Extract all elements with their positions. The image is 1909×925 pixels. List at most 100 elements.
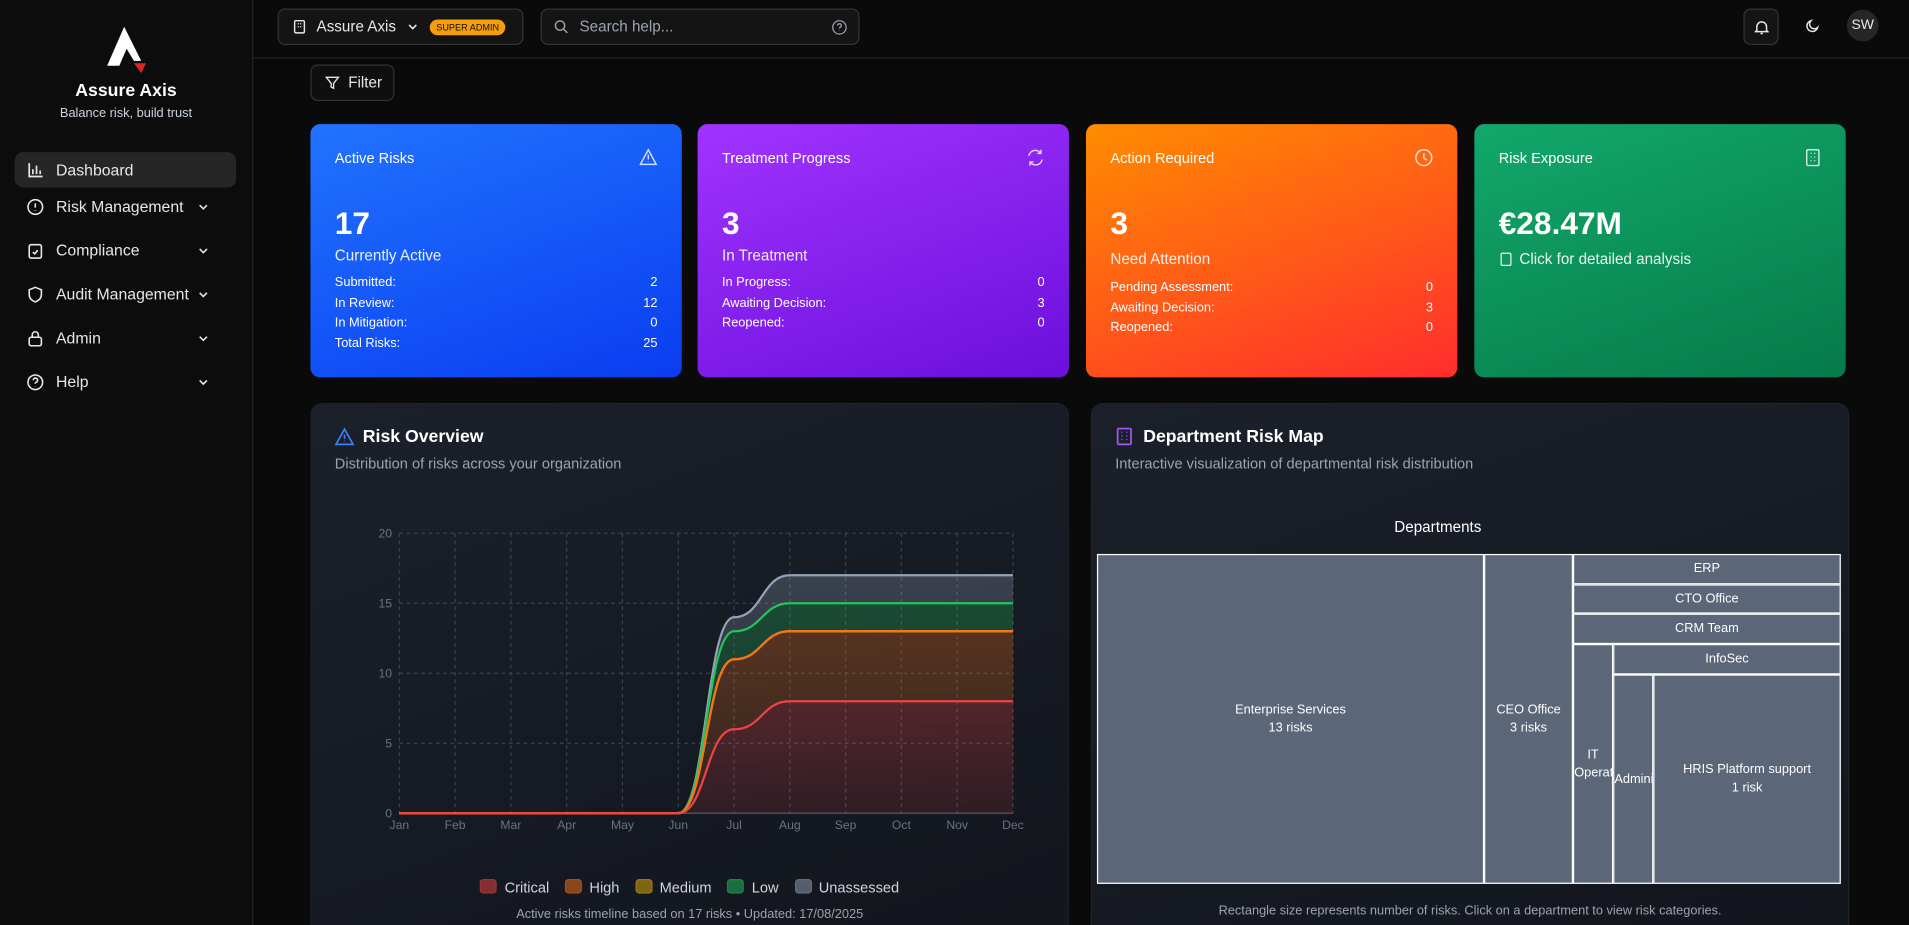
stat-card[interactable]: Action Required 3 Need Attention Pending As… bbox=[1085, 124, 1458, 378]
card-value: 3 bbox=[721, 204, 740, 242]
treemap-node[interactable]: CRM Team bbox=[1572, 613, 1841, 645]
card-row: Awaiting Decision: 3 bbox=[722, 295, 1045, 310]
icon bbox=[28, 243, 43, 259]
icon-shape bbox=[1500, 252, 1512, 267]
icon bbox=[1753, 20, 1769, 34]
legend: Critical High Medium Low Unassessed bbox=[312, 879, 1068, 896]
treemap-node[interactable]: ERP bbox=[1572, 553, 1841, 585]
legend-item[interactable]: Unassessed bbox=[794, 879, 899, 896]
nav-item[interactable]: Dashboard bbox=[14, 152, 237, 188]
notifications-button[interactable] bbox=[1743, 8, 1779, 46]
node-label: IT Operations bbox=[1574, 746, 1614, 780]
treemap-node[interactable]: CEO Office 3 risks bbox=[1484, 553, 1573, 884]
row-value: 0 bbox=[650, 315, 658, 330]
y-tick-label: 5 bbox=[385, 737, 392, 751]
treemap-node[interactable]: Enterprise Services 13 risks bbox=[1096, 553, 1485, 884]
node-label: ERP bbox=[1693, 561, 1721, 576]
card-title: Treatment Progress bbox=[721, 149, 851, 167]
x-tick-label: Apr bbox=[557, 818, 576, 832]
card-value: 3 bbox=[1110, 204, 1128, 242]
row-value: 3 bbox=[1037, 295, 1045, 310]
x-tick-label: Dec bbox=[1002, 818, 1024, 832]
stat-card[interactable]: Treatment Progress 3 In Treatment In Progre… bbox=[697, 124, 1069, 378]
y-tick-label: 0 bbox=[385, 807, 392, 821]
chevron bbox=[199, 203, 208, 210]
workspace-selector[interactable]: Assure Axis SUPER ADMIN bbox=[277, 8, 524, 46]
stat-card[interactable]: Risk Exposure €28.47M Click for detailed a… bbox=[1474, 124, 1846, 378]
icon bbox=[1415, 149, 1433, 167]
treemap-title: Departments bbox=[1394, 518, 1482, 536]
legend-item[interactable]: Medium bbox=[635, 879, 712, 897]
card-row: Total Risks: 25 bbox=[335, 335, 658, 350]
nav-item[interactable]: Risk Management bbox=[15, 189, 237, 224]
treemap-node[interactable]: CTO Office bbox=[1572, 584, 1841, 614]
x-tick-label: Jun bbox=[668, 818, 688, 832]
help-icon bbox=[832, 19, 847, 35]
filter-button[interactable]: Filter bbox=[310, 64, 395, 102]
x-tick-label: Mar bbox=[500, 818, 521, 832]
row-value: 0 bbox=[1425, 320, 1433, 335]
filter-label: Filter bbox=[348, 74, 383, 92]
x-tick-label: Oct bbox=[892, 818, 912, 832]
node-label: CRM Team bbox=[1675, 620, 1739, 636]
y-tick-label: 20 bbox=[378, 527, 392, 541]
x-tick-label: Sep bbox=[835, 818, 857, 832]
node-label: HRIS Platform support bbox=[1683, 762, 1812, 777]
icon bbox=[1028, 149, 1043, 166]
row-label: Submitted: bbox=[334, 275, 396, 290]
card-title: Active Risks bbox=[334, 149, 415, 167]
legend-item[interactable]: Critical bbox=[480, 879, 549, 896]
nav-item[interactable]: Admin bbox=[15, 320, 237, 355]
series-line bbox=[399, 700, 1013, 815]
x-tick-label: Aug bbox=[779, 818, 801, 832]
card-link: Click for detailed analysis bbox=[1499, 251, 1691, 268]
card-row: Reopened: 0 bbox=[722, 315, 1045, 330]
nav-label: Admin bbox=[56, 328, 101, 347]
stat-card[interactable]: Active Risks 17 Currently Active Submitted:… bbox=[310, 124, 682, 378]
card-row: In Progress: 0 bbox=[722, 275, 1045, 290]
nav-item[interactable]: Compliance bbox=[15, 233, 237, 268]
row-value: 0 bbox=[1425, 280, 1433, 295]
row-label: Reopened: bbox=[721, 315, 785, 330]
topbar: Assure Axis SUPER ADMIN Search help... S… bbox=[253, 0, 1909, 59]
card-row: Pending Assessment: 0 bbox=[1110, 280, 1433, 295]
card-value: 17 bbox=[334, 204, 371, 242]
legend-label: Low bbox=[751, 879, 779, 897]
legend-label: Unassessed bbox=[818, 879, 900, 897]
chart-footer: Active risks timeline based on 17 risks … bbox=[516, 907, 864, 922]
legend-swatch bbox=[635, 879, 653, 894]
series-area bbox=[399, 701, 1013, 814]
card-row: In Mitigation: 0 bbox=[335, 315, 658, 330]
treemap-node[interactable]: IT Operations bbox=[1572, 644, 1614, 884]
treemap-node[interactable]: InfoSec bbox=[1613, 644, 1841, 675]
treemap-node[interactable]: HRIS Platform support 1 risk bbox=[1653, 674, 1841, 884]
node-risks: 13 risks bbox=[1268, 720, 1313, 735]
icon bbox=[1116, 427, 1132, 446]
node-label: CEO Office bbox=[1496, 701, 1561, 717]
brand-tagline: Balance risk, build trust bbox=[59, 105, 193, 121]
icon bbox=[293, 19, 306, 34]
nav-item[interactable]: Audit Management bbox=[15, 276, 237, 311]
legend-item[interactable]: Low bbox=[727, 879, 779, 897]
avatar[interactable]: SW bbox=[1846, 9, 1879, 42]
legend-label: Medium bbox=[659, 879, 712, 897]
node-label: InfoSec bbox=[1705, 651, 1749, 666]
legend-label: Critical bbox=[504, 879, 550, 897]
nav-item[interactable]: Help bbox=[15, 364, 237, 399]
icon bbox=[639, 148, 658, 166]
nav-label: Help bbox=[56, 372, 89, 391]
node-label: CTO Office bbox=[1675, 591, 1739, 606]
legend-item[interactable]: High bbox=[565, 879, 619, 896]
icon bbox=[554, 20, 568, 34]
theme-toggle[interactable] bbox=[1806, 18, 1821, 33]
role-badge: SUPER ADMIN bbox=[430, 18, 506, 35]
chevron bbox=[199, 291, 208, 297]
node-label: Administration bbox=[1614, 771, 1654, 786]
row-label: In Progress: bbox=[721, 275, 791, 290]
search-box[interactable]: Search help... bbox=[540, 8, 860, 46]
nav-label: Risk Management bbox=[56, 197, 184, 216]
treemap-node[interactable]: Administration bbox=[1613, 674, 1654, 884]
icon bbox=[27, 198, 44, 215]
